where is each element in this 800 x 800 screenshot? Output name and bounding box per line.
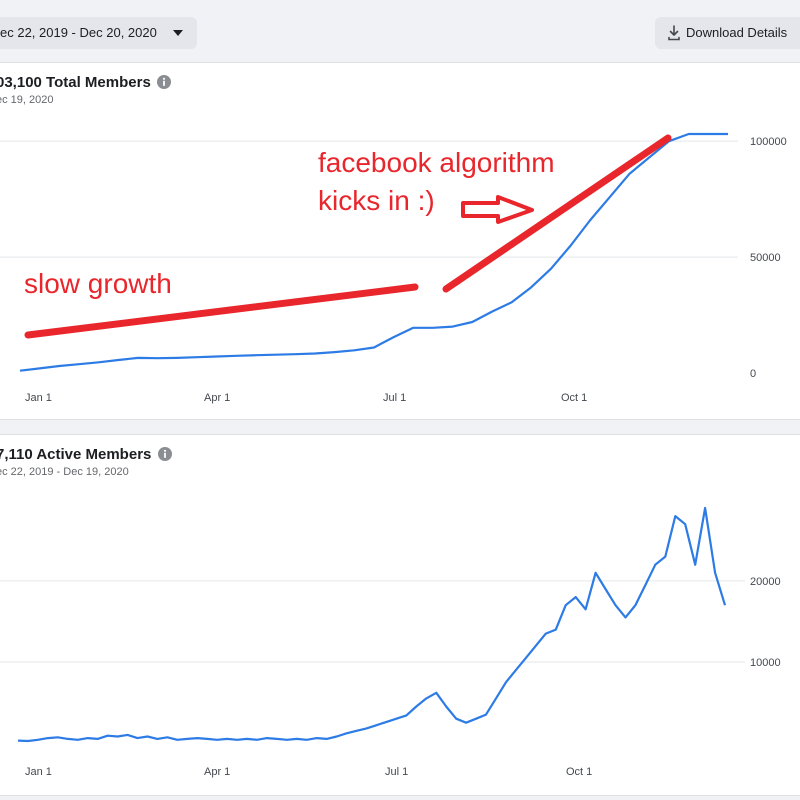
y-tick-label: 100000: [750, 136, 787, 148]
active-members-title: 7,110 Active Members: [0, 446, 152, 463]
x-tick-label: Oct 1: [561, 392, 587, 404]
algorithm-annotation-line1: facebook algorithm: [318, 147, 555, 178]
top-toolbar: ec 22, 2019 - Dec 20, 2020 Download Deta…: [0, 0, 800, 62]
x-tick-label: Oct 1: [566, 766, 592, 778]
x-tick-label: Jan 1: [25, 766, 52, 778]
download-details-button[interactable]: Download Details: [655, 17, 800, 49]
y-tick-label: 10000: [750, 657, 781, 669]
x-tick-label: Jan 1: [25, 392, 52, 404]
active-members-card: 7,110 Active Members ec 22, 2019 - Dec 1…: [0, 434, 800, 796]
x-tick-label: Apr 1: [204, 392, 230, 404]
total-members-title: 03,100 Total Members: [0, 74, 151, 91]
y-tick-label: 20000: [750, 576, 781, 588]
total-members-chart: 0 50000 100000 Jan 1 Apr 1 Jul 1 Oct 1: [0, 132, 787, 404]
info-icon[interactable]: [158, 447, 172, 461]
y-tick-label: 0: [750, 368, 756, 380]
x-tick-label: Jul 1: [385, 766, 408, 778]
caret-down-icon: [173, 30, 183, 36]
active-members-date-range: ec 22, 2019 - Dec 19, 2020: [0, 466, 129, 478]
download-icon: [668, 25, 680, 41]
download-details-label: Download Details: [686, 25, 788, 40]
total-members-card: 03,100 Total Members ec 19, 2020 0 50000 1…: [0, 62, 800, 420]
x-tick-label: Jul 1: [383, 392, 406, 404]
slow-growth-annotation: slow growth: [24, 268, 172, 299]
date-range-label: ec 22, 2019 - Dec 20, 2020: [0, 25, 157, 40]
total-members-date: ec 19, 2020: [0, 94, 54, 106]
x-tick-label: Apr 1: [204, 766, 230, 778]
algorithm-annotation-line2: kicks in :): [318, 185, 435, 216]
info-icon[interactable]: [157, 75, 171, 89]
y-tick-label: 50000: [750, 252, 781, 264]
data-line: [17, 506, 727, 743]
active-members-chart: 10000 20000 Jan 1 Apr 1 Jul 1 Oct 1: [0, 506, 781, 778]
date-range-selector[interactable]: ec 22, 2019 - Dec 20, 2020: [0, 17, 197, 49]
